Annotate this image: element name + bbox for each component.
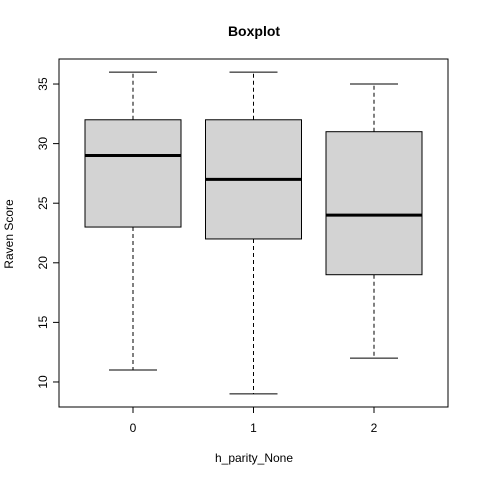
y-tick-label-20: 20 [36,256,50,270]
x-tick-label-1: 1 [250,421,257,435]
chart-title: Boxplot [228,23,280,39]
y-tick-label-30: 30 [36,137,50,151]
y-axis-label: Raven Score [2,199,16,269]
y-tick-label-25: 25 [36,196,50,210]
y-tick-label-10: 10 [36,375,50,389]
x-axis-label: h_parity_None [215,451,293,465]
y-tick-label-35: 35 [36,77,50,91]
plot-area: 10 15 20 25 30 35 0 1 2 [36,58,449,435]
box-0 [84,119,182,228]
box-2 [325,131,423,276]
y-tick-label-15: 15 [36,315,50,329]
x-tick-label-0: 0 [130,421,137,435]
x-tick-label-2: 2 [371,421,378,435]
